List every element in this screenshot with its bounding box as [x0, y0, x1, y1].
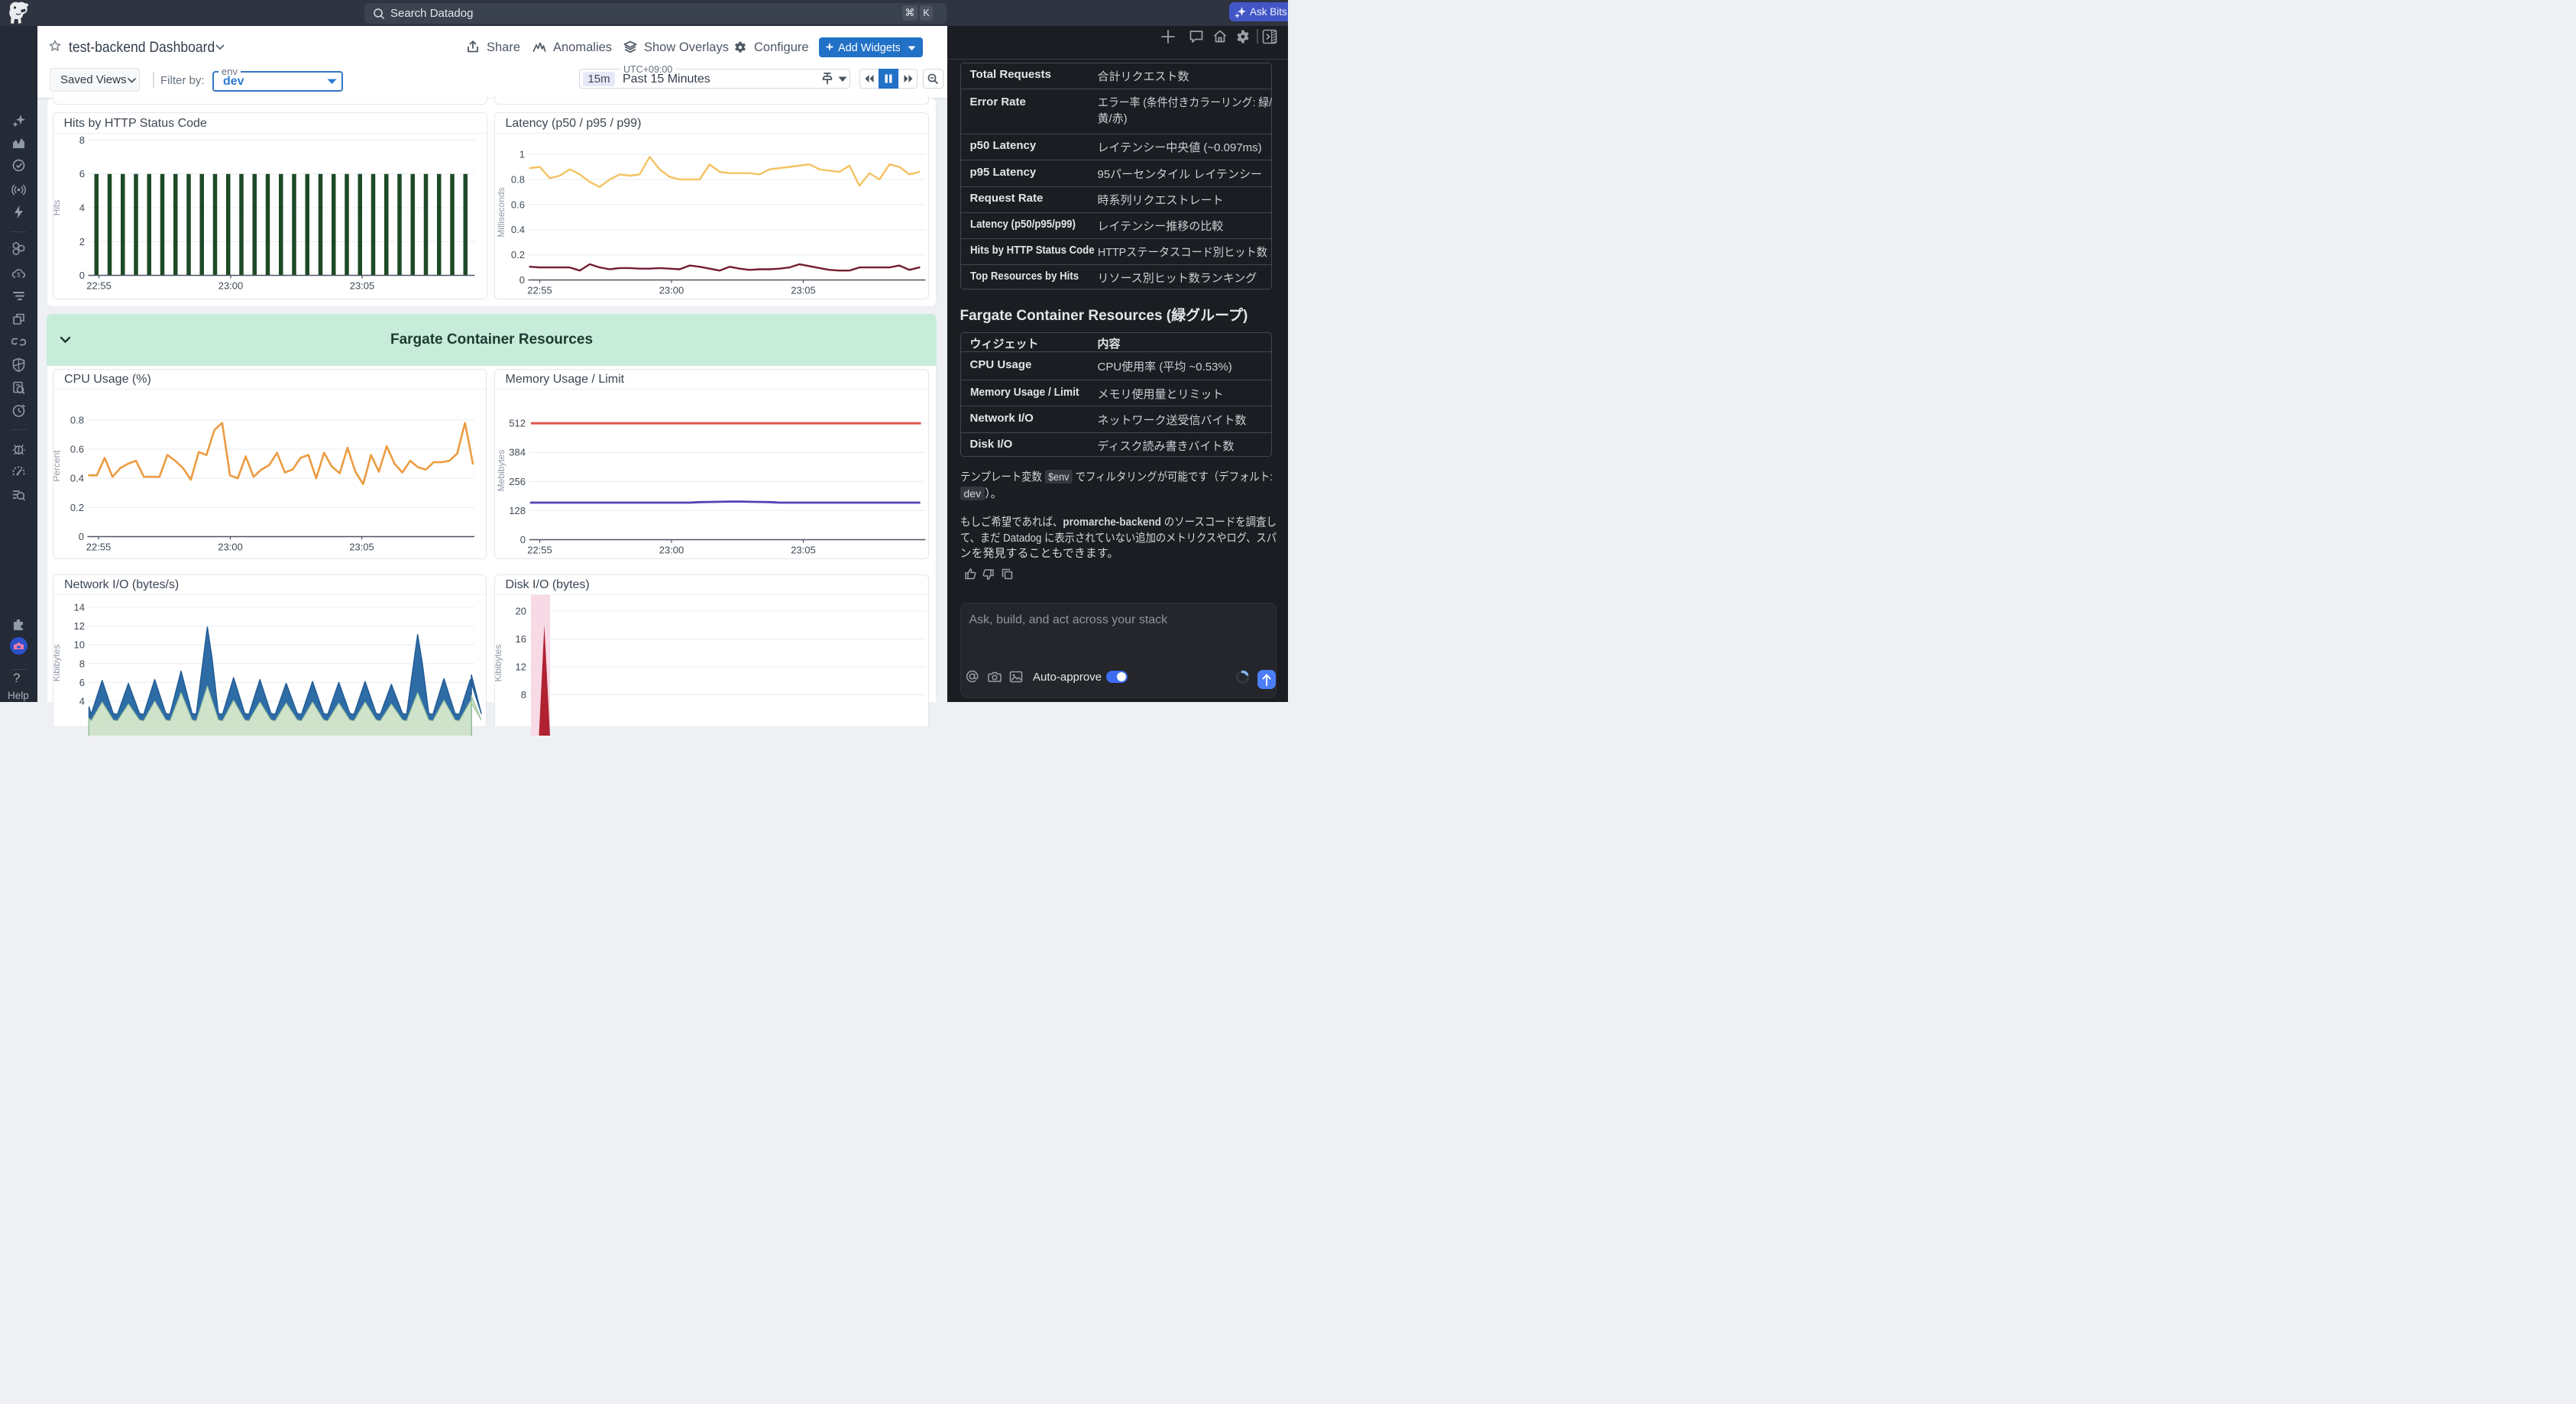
svg-text:4: 4	[79, 202, 84, 214]
svg-text:384: 384	[509, 446, 526, 458]
svg-text:512: 512	[509, 417, 526, 429]
svg-text:12: 12	[515, 662, 526, 673]
svg-text:22:55: 22:55	[527, 544, 552, 555]
svg-text:0: 0	[519, 274, 524, 286]
svg-text:23:05: 23:05	[791, 285, 816, 296]
svg-text:16: 16	[515, 633, 526, 645]
svg-text:12: 12	[74, 620, 85, 632]
svg-text:Percent: Percent	[53, 449, 62, 481]
svg-text:6: 6	[79, 677, 85, 688]
svg-text:0: 0	[79, 531, 84, 542]
svg-text:256: 256	[509, 475, 526, 487]
svg-text:Milliseconds: Milliseconds	[496, 187, 506, 237]
svg-text:0.6: 0.6	[510, 199, 524, 210]
svg-text:$: $	[17, 272, 21, 279]
svg-text:Hits: Hits	[53, 200, 62, 216]
svg-text:6: 6	[79, 168, 84, 180]
svg-text:Kibibytes: Kibibytes	[495, 645, 503, 682]
svg-text:23:00: 23:00	[659, 544, 684, 555]
svg-text:0: 0	[519, 534, 525, 545]
svg-text:0.8: 0.8	[70, 414, 84, 425]
svg-text:0.4: 0.4	[510, 224, 524, 235]
svg-text:10: 10	[74, 639, 85, 651]
svg-text:0.6: 0.6	[70, 443, 84, 455]
svg-text:0.4: 0.4	[70, 472, 84, 484]
svg-text:0: 0	[79, 270, 84, 281]
svg-text:2: 2	[79, 236, 84, 247]
svg-text:0.8: 0.8	[510, 173, 524, 185]
svg-text:8: 8	[79, 658, 85, 669]
svg-text:20: 20	[515, 606, 526, 617]
svg-text:22:55: 22:55	[86, 541, 112, 552]
svg-text:128: 128	[509, 504, 526, 516]
svg-text:4: 4	[79, 696, 85, 707]
svg-text:23:05: 23:05	[349, 541, 374, 552]
svg-text:Kibibytes: Kibibytes	[53, 645, 62, 682]
svg-text:0.2: 0.2	[510, 249, 524, 260]
svg-text:Mebibytes: Mebibytes	[496, 449, 506, 491]
svg-text:8: 8	[79, 134, 84, 146]
svg-text:23:00: 23:00	[659, 285, 684, 296]
svg-text:0.2: 0.2	[70, 501, 84, 513]
svg-text:23:00: 23:00	[218, 280, 243, 292]
svg-text:8: 8	[520, 689, 526, 700]
svg-text:1: 1	[519, 149, 524, 160]
svg-text:23:05: 23:05	[349, 280, 374, 292]
svg-text:22:55: 22:55	[86, 280, 112, 292]
svg-text:14: 14	[74, 602, 85, 613]
svg-text:23:00: 23:00	[218, 541, 243, 552]
svg-text:22:55: 22:55	[527, 285, 552, 296]
svg-text:23:05: 23:05	[791, 544, 816, 555]
